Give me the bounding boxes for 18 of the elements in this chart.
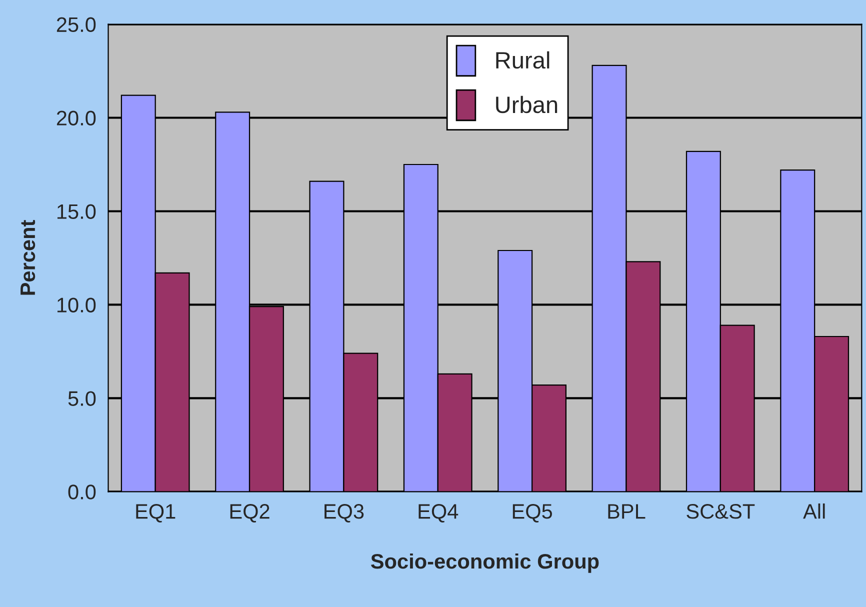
x-axis-title: Socio-economic Group: [370, 553, 599, 573]
y-tick-label: 10.0: [57, 298, 96, 312]
legend-label: Urban: [496, 96, 558, 114]
x-tick-label: SC&ST: [686, 504, 755, 519]
y-tick-label: 25.0: [56, 17, 96, 32]
x-tick-label: EQ5: [512, 504, 552, 523]
x-tick-label: EQ4: [418, 504, 458, 523]
x-tick-label: EQ2: [230, 504, 270, 523]
x-tick-label: EQ1: [136, 504, 176, 523]
y-axis-title: Percent: [20, 220, 36, 295]
y-tick-label: 0.0: [68, 484, 96, 500]
x-tick-label: BPL: [608, 504, 646, 519]
y-tick-label: 20.0: [56, 110, 96, 126]
y-tick-label: 5.0: [68, 391, 96, 406]
legend-label: Rural: [496, 51, 550, 69]
x-tick-label: EQ3: [324, 504, 364, 523]
x-tick-label: All: [803, 503, 825, 519]
y-tick-label: 15.0: [57, 204, 96, 219]
